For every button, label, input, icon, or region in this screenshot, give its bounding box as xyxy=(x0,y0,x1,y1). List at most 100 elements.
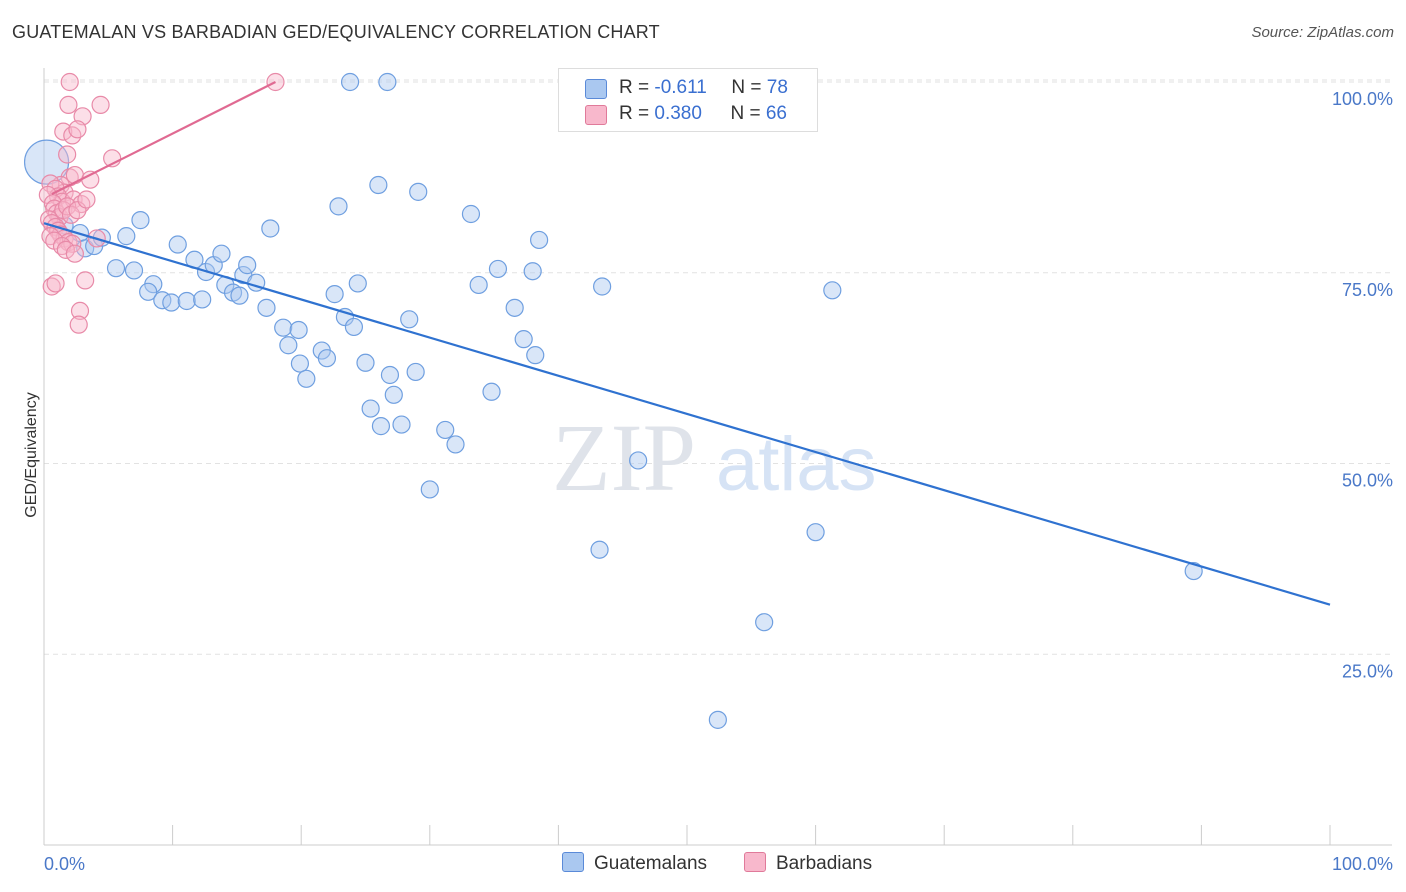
y-tick-label: 100.0% xyxy=(1332,89,1393,109)
legend-r-value: 0.380 xyxy=(654,103,702,124)
guatemalans-trend-line xyxy=(43,222,1331,606)
guatemalans-point xyxy=(124,261,144,280)
guatemalans-point xyxy=(446,435,465,454)
guatemalans-point xyxy=(806,523,825,542)
barbadians-point xyxy=(58,197,77,216)
guatemalans-point xyxy=(1184,561,1203,581)
y-axis-label: GED/Equivalency xyxy=(23,392,40,517)
barbadians-point xyxy=(58,145,77,164)
barbadians-trend-line xyxy=(51,81,276,196)
guatemalans-point xyxy=(392,415,411,434)
guatemalans-point xyxy=(193,290,212,309)
barbadians-point xyxy=(70,301,90,320)
guatemalans-point xyxy=(371,417,391,436)
stats-legend: R = -0.611 N = 78 R = 0.380 N = 66 xyxy=(558,68,818,132)
guatemalans-point xyxy=(436,420,455,440)
barbadians-point xyxy=(76,271,95,290)
barbadians-point xyxy=(69,315,88,334)
legend-n-label: N = xyxy=(730,103,766,124)
guatemalans-point xyxy=(378,72,397,92)
guatemalans-point xyxy=(530,230,549,250)
legend-r-value: -0.611 xyxy=(654,77,707,98)
guatemalans-point xyxy=(279,336,298,355)
guatemalans-point xyxy=(162,293,181,312)
guatemalans-point xyxy=(356,353,375,372)
guatemalans-point xyxy=(168,235,187,254)
guatemalans-point xyxy=(317,349,337,368)
guatemalans-point xyxy=(629,451,648,470)
barbadians-point xyxy=(54,122,73,141)
guatemalans-point xyxy=(325,285,344,304)
guatemalans-point xyxy=(400,310,419,329)
guatemalans-point xyxy=(289,320,308,340)
guatemalans-point xyxy=(369,175,388,195)
guatemalans-point xyxy=(708,710,727,729)
guatemalans-point xyxy=(177,291,196,311)
legend-swatch-guatemalans xyxy=(585,79,607,99)
guatemalans-point xyxy=(106,259,126,278)
guatemalans-point xyxy=(514,330,533,349)
guatemalans-point xyxy=(212,244,231,263)
guatemalans-point xyxy=(290,354,310,373)
legend-n-value: 66 xyxy=(765,103,787,124)
guatemalans-point xyxy=(131,211,150,230)
barbadians-point xyxy=(46,274,65,293)
legend-n-value: 78 xyxy=(766,77,788,98)
legend-n-label: N = xyxy=(731,77,767,98)
guatemalans-point xyxy=(823,281,842,300)
guatemalans-point xyxy=(488,259,508,279)
legend-r-label: R = xyxy=(619,77,655,98)
y-tick-label: 25.0% xyxy=(1342,661,1393,681)
barbadians-point xyxy=(56,240,75,259)
guatemalans-point xyxy=(344,317,364,337)
guatemalans-point xyxy=(384,385,403,404)
x-tick-label: 100.0% xyxy=(1332,854,1393,874)
bottom-legend-barbadians: Barbadians xyxy=(744,852,872,875)
guatemalans-point xyxy=(469,275,488,295)
watermark-zip: ZIP xyxy=(552,404,696,511)
guatemalans-point xyxy=(593,277,612,296)
barbadians-point xyxy=(59,95,78,114)
watermark: ZIP atlas xyxy=(552,404,877,511)
guatemalans-point xyxy=(461,204,481,224)
trend-layer xyxy=(43,81,1331,606)
bottom-legend-swatch-barbadians xyxy=(744,852,766,872)
points-layer xyxy=(23,72,1203,729)
guatemalans-point xyxy=(505,298,524,317)
guatemalans-point xyxy=(590,540,609,559)
guatemalans-point xyxy=(406,362,425,382)
barbadians-point xyxy=(68,120,87,139)
bottom-legend-label-guatemalans: Guatemalans xyxy=(594,853,708,874)
axis-layer: 100.0% 75.0% 50.0% 25.0% 0.0% 100.0% xyxy=(43,68,1393,874)
guatemalans-point xyxy=(139,282,158,301)
y-tick-label: 75.0% xyxy=(1342,280,1393,300)
x-tick-label: 0.0% xyxy=(44,854,85,874)
guatemalans-point xyxy=(361,399,380,418)
bottom-legend-swatch-guatemalans xyxy=(562,852,584,872)
guatemalans-point xyxy=(274,318,293,337)
guatemalans-point xyxy=(238,256,257,275)
guatemalans-point xyxy=(409,182,428,201)
guatemalans-point xyxy=(23,139,70,185)
guatemalans-point xyxy=(230,286,249,305)
guatemalans-point xyxy=(380,365,400,385)
barbadians-point xyxy=(77,190,96,209)
guatemalans-point xyxy=(755,613,774,632)
barbadians-point xyxy=(91,95,110,114)
chart-source: Source: ZipAtlas.com xyxy=(1251,24,1394,41)
legend-r-label: R = xyxy=(619,103,655,124)
guatemalans-point xyxy=(482,382,501,401)
y-tick-label: 50.0% xyxy=(1342,471,1393,491)
chart-title: GUATEMALAN VS BARBADIAN GED/EQUIVALENCY … xyxy=(12,22,660,42)
guatemalans-point xyxy=(348,274,367,293)
barbadians-point xyxy=(65,244,84,263)
guatemalans-point xyxy=(261,219,280,238)
legend-swatch-barbadians xyxy=(585,105,607,125)
guatemalans-point xyxy=(117,227,136,246)
bottom-legend-guatemalans: Guatemalans xyxy=(562,852,707,875)
barbadians-point xyxy=(65,165,84,185)
guatemalans-point xyxy=(329,197,348,216)
bottom-legend-label-barbadians: Barbadians xyxy=(776,853,873,874)
guatemalans-point xyxy=(420,480,439,499)
